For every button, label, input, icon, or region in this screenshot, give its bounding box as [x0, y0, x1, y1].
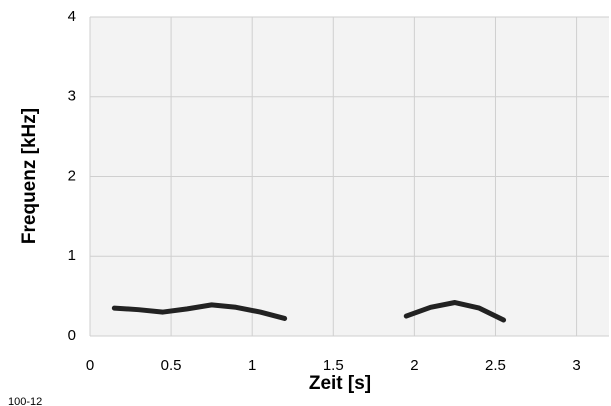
caption: 100-12	[8, 396, 42, 406]
y-tick-label: 2	[68, 167, 76, 184]
y-tick-label: 1	[68, 247, 76, 264]
x-axis-label: Zeit [s]	[309, 373, 371, 394]
y-tick-label: 0	[68, 327, 76, 344]
y-tick-label: 3	[68, 88, 76, 105]
y-tick-label: 4	[68, 8, 76, 25]
contour-line	[111, 300, 507, 323]
x-tick-label: 3	[572, 357, 580, 374]
x-tick-label: 2	[410, 357, 418, 374]
x-tick-label: 1.5	[323, 357, 344, 374]
x-tick-label: 1	[248, 357, 256, 374]
y-axis-label: Frequenz [kHz]	[19, 108, 40, 244]
x-tick-label: 0	[86, 357, 94, 374]
x-tick-label: 0.5	[161, 357, 182, 374]
x-tick-label: 2.5	[485, 357, 506, 374]
